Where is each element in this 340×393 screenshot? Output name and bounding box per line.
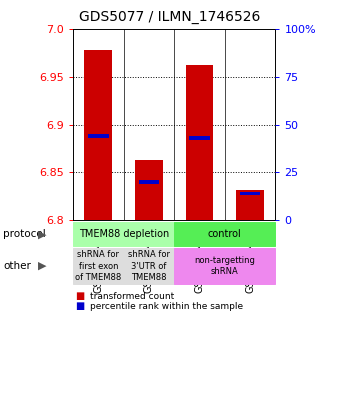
Text: ▶: ▶ <box>38 261 47 271</box>
Text: GDS5077 / ILMN_1746526: GDS5077 / ILMN_1746526 <box>79 10 261 24</box>
Text: non-targetting
shRNA: non-targetting shRNA <box>194 256 255 276</box>
Bar <box>135 160 163 220</box>
Text: TMEM88 depletion: TMEM88 depletion <box>79 229 169 239</box>
Bar <box>88 134 108 138</box>
Text: protocol: protocol <box>3 229 46 239</box>
Text: percentile rank within the sample: percentile rank within the sample <box>90 302 243 310</box>
Text: shRNA for
3'UTR of
TMEM88: shRNA for 3'UTR of TMEM88 <box>128 250 170 282</box>
Bar <box>84 50 112 220</box>
Text: ■: ■ <box>75 291 84 301</box>
Text: ▶: ▶ <box>38 229 47 239</box>
Bar <box>236 189 264 220</box>
Text: shRNA for
first exon
of TMEM88: shRNA for first exon of TMEM88 <box>75 250 121 282</box>
Bar <box>189 136 210 140</box>
Bar <box>186 65 214 220</box>
Text: other: other <box>3 261 31 271</box>
Text: transformed count: transformed count <box>90 292 174 301</box>
Text: ■: ■ <box>75 301 84 311</box>
Bar <box>240 192 260 195</box>
Text: control: control <box>208 229 242 239</box>
Bar <box>139 180 159 184</box>
